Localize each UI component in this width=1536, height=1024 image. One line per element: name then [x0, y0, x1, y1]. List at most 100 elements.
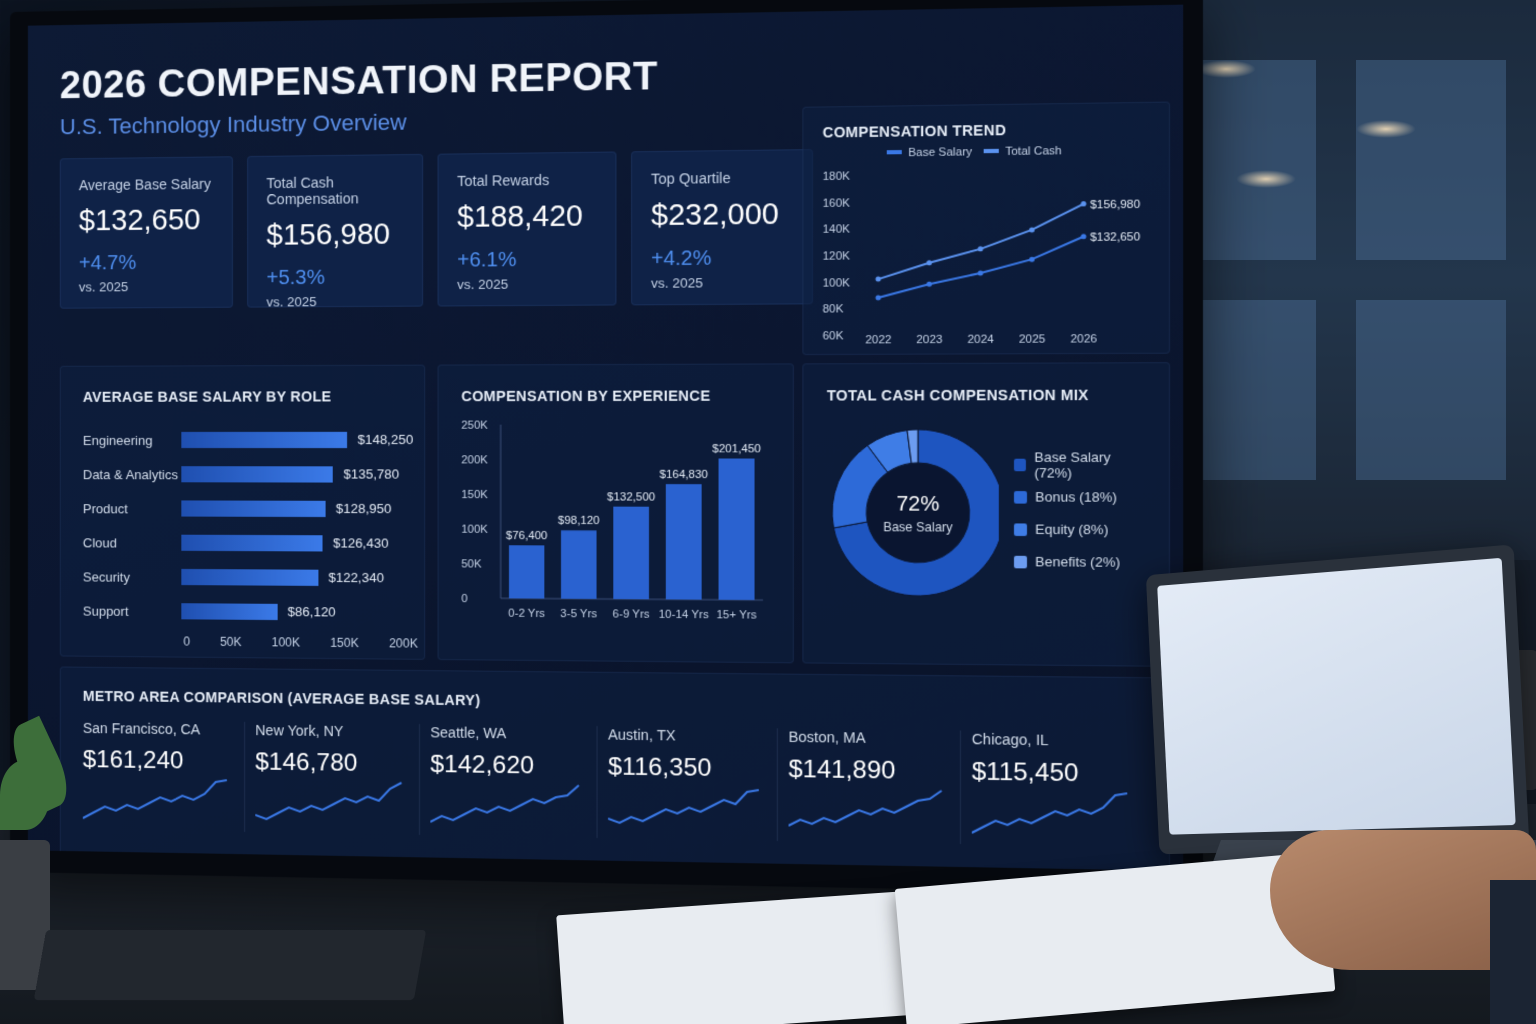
- legend-swatch: [1013, 490, 1027, 504]
- metro-card[interactable]: Austin, TX $116,350: [608, 726, 778, 841]
- sparkline-path: [789, 788, 942, 828]
- metro-sparkline: [789, 784, 950, 838]
- window-pane: [1356, 60, 1506, 260]
- role-bar: [181, 500, 326, 518]
- legend-item[interactable]: Benefits (2%): [1013, 545, 1144, 578]
- legend-item[interactable]: Bonus (18%): [1013, 481, 1144, 514]
- kpi-value: $188,420: [457, 200, 583, 235]
- monitor: 2026 COMPENSATION REPORT U.S. Technology…: [10, 0, 1203, 895]
- ceiling-light: [1196, 60, 1256, 78]
- role-bar-row[interactable]: Data & Analytics $135,780: [83, 457, 402, 492]
- metro-city: New York, NY: [255, 721, 344, 740]
- bar-value-label: $201,450: [712, 443, 761, 455]
- kpi-card-total-rewards[interactable]: Total Rewards $188,420 +6.1% vs. 2025: [437, 151, 617, 307]
- metro-card[interactable]: Boston, MA $141,890: [789, 728, 961, 845]
- kpi-label: Top Quartile: [651, 169, 731, 188]
- role-bar: [181, 603, 278, 621]
- kpi-change: +4.7%: [78, 251, 137, 275]
- metro-sparkline: [608, 782, 766, 836]
- role-bar-row[interactable]: Product $128,950: [83, 491, 402, 526]
- y-tick-label: 140K: [823, 224, 851, 237]
- kpi-comparison: vs. 2025: [78, 279, 129, 295]
- metro-comparison-panel[interactable]: METRO AREA COMPARISON (AVERAGE BASE SALA…: [59, 666, 1170, 871]
- y-tick-label: 100K: [461, 524, 488, 536]
- role-bar-row[interactable]: Security $122,340: [83, 559, 402, 595]
- x-tick-label: 10-14 Yrs: [659, 609, 710, 622]
- role-x-axis: 0 50K 100K 150K 200K: [183, 634, 418, 650]
- y-tick-label: 120K: [823, 250, 851, 263]
- salary-by-role-panel[interactable]: AVERAGE BASE SALARY BY ROLE Engineering $…: [59, 364, 426, 660]
- legend-item[interactable]: Base Salary (72%): [1013, 448, 1144, 481]
- background-window: [1136, 0, 1536, 560]
- shirt-sleeve: [1490, 880, 1536, 1024]
- kpi-card-total-cash-compensation[interactable]: Total Cash Compensation $156,980 +5.3% v…: [247, 153, 424, 310]
- panel-title: TOTAL CASH COMPENSATION MIX: [826, 386, 1089, 404]
- compensation-trend-panel[interactable]: COMPENSATION TREND Base Salary Total Cash…: [802, 101, 1170, 356]
- series-point: [977, 270, 984, 276]
- experience-bar: [665, 484, 702, 600]
- legend-item[interactable]: Equity (8%): [1013, 513, 1144, 546]
- role-bar-track: $135,780: [181, 466, 401, 483]
- donut-center-label: Base Salary: [883, 520, 953, 535]
- x-tick-label: 2022: [865, 334, 891, 347]
- y-tick-label: 0: [461, 593, 467, 605]
- role-bar-track: $148,250: [181, 432, 413, 449]
- role-value-label: $148,250: [357, 431, 414, 448]
- y-tick-label: 150K: [461, 489, 488, 501]
- metro-city: Austin, TX: [608, 726, 676, 744]
- kpi-comparison: vs. 2025: [651, 275, 703, 291]
- x-tick-label: 2026: [1070, 333, 1097, 346]
- sparkline-path: [83, 778, 227, 820]
- compensation-mix-panel[interactable]: TOTAL CASH COMPENSATION MIX 72% Base Sala…: [802, 362, 1170, 667]
- role-label: Security: [82, 568, 130, 585]
- role-label: Support: [82, 603, 129, 619]
- role-label: Product: [82, 500, 128, 516]
- metro-city: San Francisco, CA: [82, 719, 201, 738]
- compensation-by-experience-panel[interactable]: COMPENSATION BY EXPERIENCE 250K 200K 150K 1…: [437, 363, 794, 664]
- panel-title: METRO AREA COMPARISON (AVERAGE BASE SALA…: [82, 687, 481, 709]
- series-end-label: $132,650: [1090, 231, 1140, 244]
- series-point: [926, 281, 932, 287]
- sparkline-path: [972, 791, 1127, 835]
- role-bar-row[interactable]: Cloud $126,430: [83, 525, 402, 561]
- metro-city: Seattle, WA: [430, 724, 507, 742]
- metro-card[interactable]: Seattle, WA $142,620: [430, 724, 598, 838]
- metro-card[interactable]: San Francisco, CA $161,240: [82, 719, 246, 832]
- role-bar: [181, 534, 323, 552]
- bar-value-label: $98,120: [558, 515, 600, 527]
- metro-card[interactable]: Chicago, IL $115,450: [972, 731, 1146, 848]
- kpi-card-average-base-salary[interactable]: Average Base Salary $132,650 +4.7% vs. 2…: [59, 156, 233, 309]
- kpi-value: $132,650: [78, 204, 201, 238]
- experience-bar: [718, 458, 755, 600]
- kpi-label: Average Base Salary: [78, 175, 211, 194]
- legend-label: Benefits (2%): [1035, 553, 1121, 570]
- metro-card[interactable]: New York, NY $146,780: [255, 721, 421, 835]
- donut-hole: [867, 463, 969, 562]
- metro-value: $161,240: [82, 745, 184, 775]
- metro-sparkline: [255, 777, 408, 830]
- kpi-card-top-quartile[interactable]: Top Quartile $232,000 +4.2% vs. 2025: [631, 149, 814, 306]
- sparkline-path: [430, 783, 578, 824]
- x-tick-label: 3-5 Yrs: [560, 608, 597, 621]
- series-line-total-cash: [878, 204, 1083, 279]
- x-tick-label: 6-9 Yrs: [613, 608, 651, 621]
- metro-sparkline: [83, 774, 234, 827]
- kpi-value: $232,000: [651, 198, 779, 233]
- sparkline-path: [608, 788, 759, 825]
- experience-bar: [561, 530, 597, 599]
- legend-label: Total Cash: [1005, 145, 1061, 158]
- x-tick-label: 0-2 Yrs: [508, 608, 545, 621]
- series-end-label: $156,980: [1090, 198, 1140, 211]
- kpi-change: +6.1%: [457, 248, 517, 272]
- kpi-change: +5.3%: [266, 266, 325, 290]
- role-bar-row[interactable]: Engineering $148,250: [83, 423, 413, 458]
- role-bar-row[interactable]: Support $86,120: [83, 593, 402, 630]
- role-bar-track: $122,340: [181, 568, 401, 586]
- bar-value-label: $76,400: [506, 530, 547, 542]
- role-bar-track: $126,430: [181, 534, 401, 552]
- bar-value-label: $164,830: [660, 469, 708, 481]
- experience-chart: 250K 200K 150K 100K 50K 0 $76,400 0-2 Yrs $98,12…: [461, 420, 771, 622]
- window-pane: [1356, 300, 1506, 480]
- legend-label: Equity (8%): [1035, 521, 1109, 538]
- legend-swatch: [983, 148, 999, 154]
